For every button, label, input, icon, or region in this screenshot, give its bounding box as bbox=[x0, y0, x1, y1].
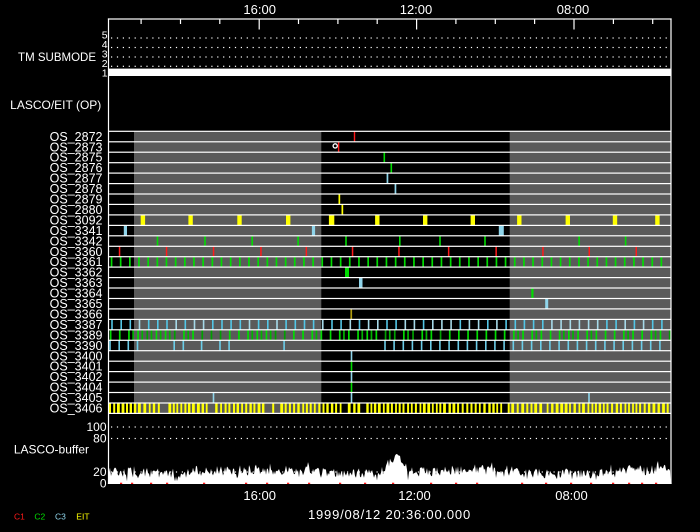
svg-text:C1: C1 bbox=[14, 511, 25, 521]
svg-text:12:00: 12:00 bbox=[398, 488, 431, 503]
svg-text:OS_3405: OS_3405 bbox=[50, 391, 103, 405]
svg-text:08:00: 08:00 bbox=[555, 488, 588, 503]
svg-text:08:00: 08:00 bbox=[557, 2, 590, 17]
svg-text:OS_2876: OS_2876 bbox=[50, 161, 103, 175]
svg-text:4: 4 bbox=[102, 39, 108, 51]
svg-text:16:00: 16:00 bbox=[243, 488, 276, 503]
svg-text:EIT: EIT bbox=[76, 511, 89, 521]
svg-text:OS_3400: OS_3400 bbox=[50, 349, 103, 363]
svg-text:OS_3389: OS_3389 bbox=[50, 328, 103, 342]
svg-text:OS_2879: OS_2879 bbox=[50, 193, 103, 207]
svg-text:3: 3 bbox=[102, 49, 108, 61]
svg-text:20: 20 bbox=[93, 465, 107, 479]
svg-text:OS_3363: OS_3363 bbox=[50, 276, 103, 290]
svg-text:OS_3401: OS_3401 bbox=[50, 360, 103, 374]
svg-text:C3: C3 bbox=[55, 511, 66, 521]
svg-text:OS_3390: OS_3390 bbox=[50, 339, 103, 353]
svg-text:12:00: 12:00 bbox=[400, 2, 433, 17]
svg-text:OS_3404: OS_3404 bbox=[50, 381, 103, 395]
svg-text:0: 0 bbox=[100, 476, 107, 490]
svg-text:OS_3361: OS_3361 bbox=[50, 255, 103, 269]
svg-text:OS_3365: OS_3365 bbox=[50, 297, 103, 311]
svg-text:OS_3406: OS_3406 bbox=[50, 402, 103, 416]
svg-text:OS_3402: OS_3402 bbox=[50, 370, 103, 384]
svg-text:OS_3366: OS_3366 bbox=[50, 308, 103, 322]
svg-text:OS_2875: OS_2875 bbox=[50, 151, 103, 165]
svg-text:OS_2877: OS_2877 bbox=[50, 172, 103, 186]
svg-text:2: 2 bbox=[102, 58, 108, 70]
svg-text:OS_2873: OS_2873 bbox=[50, 140, 103, 154]
svg-text:OS_3092: OS_3092 bbox=[50, 213, 103, 227]
svg-text:OS_3387: OS_3387 bbox=[50, 318, 103, 332]
svg-text:OS_3364: OS_3364 bbox=[50, 287, 103, 301]
svg-text:TM SUBMODE: TM SUBMODE bbox=[18, 52, 96, 64]
svg-text:100: 100 bbox=[86, 420, 106, 434]
svg-text:OS_3360: OS_3360 bbox=[50, 245, 103, 259]
svg-text:C2: C2 bbox=[34, 511, 45, 521]
svg-text:1999/08/12 20:36:00.000: 1999/08/12 20:36:00.000 bbox=[308, 507, 471, 522]
svg-text:16:00: 16:00 bbox=[243, 2, 276, 17]
svg-text:80: 80 bbox=[93, 431, 107, 445]
svg-text:OS_2878: OS_2878 bbox=[50, 182, 103, 196]
svg-text:1: 1 bbox=[102, 67, 108, 79]
svg-text:5: 5 bbox=[102, 30, 108, 42]
svg-text:LASCO-buffer: LASCO-buffer bbox=[14, 442, 89, 456]
svg-text:LASCO/EIT (OP): LASCO/EIT (OP) bbox=[10, 98, 101, 112]
svg-text:OS_2872: OS_2872 bbox=[50, 130, 103, 144]
svg-text:OS_3341: OS_3341 bbox=[50, 224, 103, 238]
svg-text:OS_3342: OS_3342 bbox=[50, 234, 103, 248]
svg-text:OS_2880: OS_2880 bbox=[50, 203, 103, 217]
svg-text:OS_3362: OS_3362 bbox=[50, 266, 103, 280]
